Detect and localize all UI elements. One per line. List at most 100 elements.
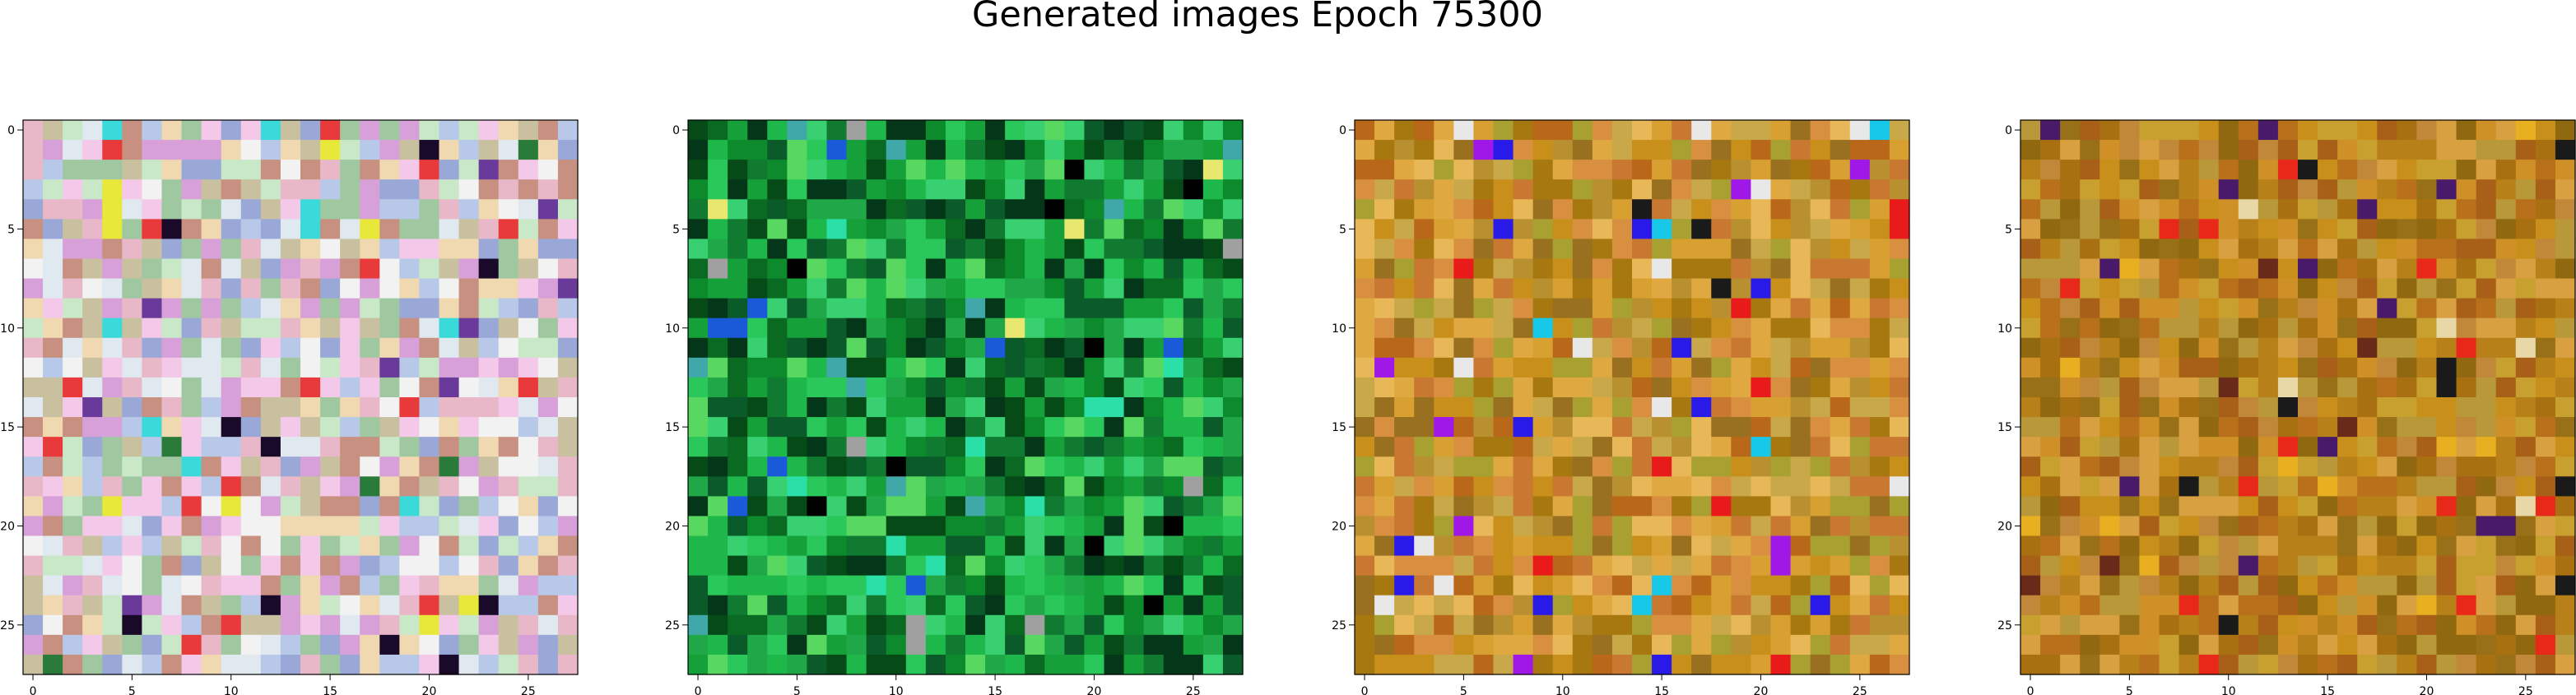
pixel-cell (1513, 476, 1534, 497)
pixel-cell (1473, 239, 1495, 260)
pixel-cell (360, 496, 380, 517)
pixel-cell (2535, 555, 2556, 577)
pixel-cell (1005, 397, 1025, 418)
pixel-cell (1849, 317, 1871, 339)
pixel-cell (458, 535, 480, 557)
pixel-cell (419, 258, 440, 280)
pixel-cell (1711, 199, 1732, 220)
pixel-cell (2397, 337, 2418, 359)
pixel-cell (478, 298, 500, 319)
pixel-cell (767, 417, 788, 438)
pixel-cell (102, 357, 123, 378)
pixel-cell (2515, 417, 2536, 438)
pixel-cell (102, 199, 123, 220)
pixel-cell (43, 417, 63, 438)
pixel-cell (807, 140, 828, 160)
pixel-cell (1064, 516, 1086, 537)
pixel-cell (23, 219, 44, 240)
pixel-cell (2080, 120, 2100, 141)
pixel-cell (2238, 160, 2259, 180)
pixel-cell (1025, 654, 1045, 675)
pixel-cell (23, 634, 44, 656)
pixel-cell (419, 496, 440, 517)
pixel-cell (2139, 298, 2160, 319)
pixel-cell (1163, 120, 1184, 141)
pixel-cell (1453, 437, 1475, 457)
pixel-cell (2040, 614, 2061, 636)
pixel-cell (2515, 160, 2536, 180)
pixel-cell (2277, 437, 2299, 457)
pixel-cell (43, 397, 63, 418)
pixel-cell (1849, 337, 1871, 359)
pixel-cell (1810, 258, 1831, 280)
pixel-cell (2178, 496, 2200, 517)
pixel-cell (1104, 258, 1125, 280)
pixel-cell (1434, 417, 1454, 438)
pixel-cell (1790, 258, 1811, 280)
pixel-cell (221, 337, 242, 359)
pixel-cell (360, 317, 380, 339)
pixel-cell (1691, 654, 1712, 675)
pixel-cell (945, 377, 966, 398)
pixel-cell (1592, 417, 1613, 438)
pixel-cell (2257, 437, 2279, 457)
pixel-cell (1532, 278, 1554, 299)
pixel-cell (1394, 437, 1415, 457)
pixel-cell (379, 496, 400, 517)
pixel-cell (43, 120, 63, 141)
pixel-cell (965, 258, 986, 280)
pixel-cell (2080, 258, 2100, 280)
pixel-cell (478, 575, 500, 596)
pixel-cell (201, 258, 222, 280)
pixel-cell (807, 417, 828, 438)
pixel-cell (1652, 456, 1672, 477)
pixel-cell (1143, 654, 1165, 675)
pixel-cell (1810, 575, 1831, 596)
pixel-cell (498, 575, 519, 596)
pixel-cell (557, 160, 579, 180)
pixel-cell (2040, 377, 2061, 398)
pixel-cell (2040, 298, 2061, 319)
pixel-cell (866, 397, 887, 418)
pixel-cell (1632, 634, 1653, 656)
pixel-cell (2515, 575, 2536, 596)
pixel-cell (1183, 357, 1204, 378)
pixel-cell (1731, 337, 1752, 359)
pixel-cell (2476, 317, 2497, 339)
pixel-cell (807, 258, 828, 280)
pixel-cell (2416, 437, 2438, 457)
pixel-cell (826, 496, 848, 517)
pixel-cell (2178, 357, 2200, 378)
pixel-cell (300, 199, 321, 220)
pixel-cell (280, 614, 301, 636)
pixel-cell (2456, 654, 2477, 675)
pixel-cell (1632, 654, 1653, 675)
pixel-cell (1183, 437, 1204, 457)
pixel-cell (2318, 535, 2338, 557)
pixel-cell (161, 437, 183, 457)
pixel-cell (1672, 199, 1692, 220)
pixel-cell (1064, 337, 1086, 359)
pixel-cell (399, 417, 421, 438)
pixel-cell (201, 239, 222, 260)
pixel-cell (2476, 456, 2497, 477)
pixel-cell (1434, 357, 1454, 378)
pixel-cell (458, 555, 480, 577)
pixel-cell (1592, 555, 1613, 577)
pixel-cell (300, 456, 321, 477)
pixel-cell (122, 575, 143, 596)
pixel-cell (1222, 397, 1244, 418)
pixel-cell (221, 278, 242, 299)
pixel-cell (807, 160, 828, 180)
pixel-cell (2198, 496, 2220, 517)
pixel-cell (537, 317, 559, 339)
pixel-cell (1849, 357, 1871, 378)
pixel-cell (1064, 535, 1086, 557)
pixel-cell (518, 239, 539, 260)
pixel-cell (537, 140, 559, 160)
pixel-cell (965, 614, 986, 636)
pixel-cell (1123, 595, 1145, 616)
pixel-cell (458, 595, 480, 616)
pixel-cell (102, 298, 123, 319)
pixel-cell (787, 317, 808, 339)
